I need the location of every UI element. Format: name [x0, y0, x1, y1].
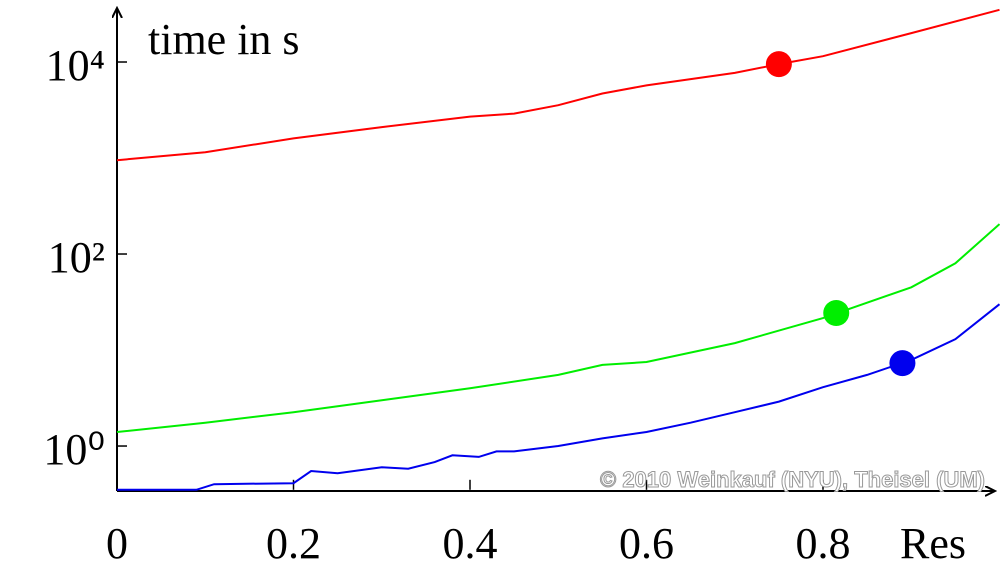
y-tick-label: 10⁰	[43, 425, 105, 474]
x-tick-label: 0	[106, 519, 128, 568]
line	[116, 8, 1000, 162]
marker-dot	[823, 300, 850, 327]
y-tick-label: 10⁴	[46, 41, 105, 90]
line	[116, 223, 1000, 433]
x-tick-label: 0.8	[796, 519, 851, 568]
x-tick-label: 0.6	[619, 519, 674, 568]
x-tick-label: 0.4	[443, 519, 498, 568]
x-tick-label: 0.2	[266, 519, 321, 568]
y-tick-label: 10²	[48, 233, 105, 282]
marker-dot	[889, 350, 916, 377]
y-axis-label: time in s	[148, 15, 300, 64]
line	[117, 303, 1000, 491]
x-axis-label: Res	[900, 519, 966, 568]
marker-dot	[765, 51, 792, 78]
watermark: © 2010 Weinkauf (NYU), Theisel (UM)	[600, 467, 985, 492]
